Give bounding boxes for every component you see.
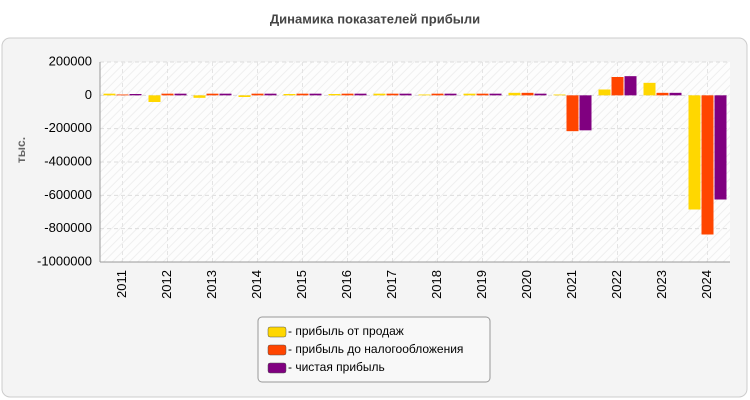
x-tick-label: 2024: [699, 270, 714, 299]
bar: [103, 93, 116, 96]
bar: [489, 93, 502, 96]
y-tick-label: 0: [85, 87, 92, 102]
bar: [643, 82, 656, 96]
y-axis-label: тыс.: [14, 137, 28, 163]
bar: [354, 93, 367, 96]
legend-swatch: [267, 362, 287, 374]
bar: [701, 95, 714, 235]
chart-title: Динамика показателей прибыли: [270, 11, 480, 26]
legend-swatch: [267, 344, 287, 356]
x-tick-label: 2011: [114, 270, 129, 298]
bar: [238, 95, 251, 97]
bar: [206, 93, 219, 96]
x-tick-label: 2016: [339, 270, 354, 299]
legend-swatch: [267, 326, 287, 338]
bar: [431, 93, 444, 96]
bar: [553, 94, 566, 96]
bar: [174, 93, 187, 96]
x-tick-label: 2012: [159, 270, 174, 299]
x-tick-label: 2019: [474, 270, 489, 299]
bar: [444, 93, 457, 96]
y-tick-label: -800000: [44, 220, 92, 235]
y-tick-label: -400000: [44, 153, 92, 168]
bar: [463, 93, 476, 96]
bar: [688, 95, 701, 210]
bar: [476, 93, 489, 96]
bar: [579, 95, 592, 131]
bar: [386, 93, 399, 96]
bar: [264, 93, 277, 96]
x-tick-label: 2017: [384, 270, 399, 299]
x-tick-label: 2018: [429, 270, 444, 299]
legend-label: - прибыль от продаж: [288, 324, 404, 338]
x-tick-label: 2013: [204, 270, 219, 299]
x-tick-label: 2021: [564, 270, 579, 299]
y-tick-label: -1000000: [37, 253, 92, 268]
bar: [309, 93, 322, 96]
bar: [219, 93, 232, 96]
legend-label: - прибыль до налогообложения: [288, 342, 463, 356]
bar: [714, 95, 727, 200]
bar: [328, 94, 341, 96]
y-tick-label: -200000: [44, 120, 92, 135]
x-tick-label: 2014: [249, 270, 264, 299]
bar: [534, 93, 547, 96]
bar: [521, 92, 534, 96]
bar: [656, 92, 669, 96]
bar: [116, 94, 129, 96]
bar: [373, 93, 386, 96]
legend-label: - чистая прибыль: [288, 360, 385, 374]
bar: [161, 93, 174, 96]
bar: [566, 95, 579, 132]
x-tick-label: 2023: [654, 270, 669, 299]
bar: [508, 92, 521, 96]
legend: [257, 316, 491, 383]
bar: [341, 93, 354, 96]
bar: [598, 89, 611, 96]
y-tick-label: -600000: [44, 187, 92, 202]
bar: [624, 76, 637, 96]
bar: [148, 95, 161, 102]
bar: [296, 93, 309, 96]
x-tick-label: 2022: [609, 270, 624, 299]
bar: [129, 94, 142, 96]
y-tick-label: 200000: [49, 53, 92, 68]
bar: [669, 92, 682, 96]
bar: [251, 93, 264, 96]
bar: [418, 94, 431, 96]
bar: [399, 93, 412, 96]
x-tick-label: 2020: [519, 270, 534, 299]
bar: [193, 95, 206, 98]
bar: [283, 94, 296, 96]
x-tick-label: 2015: [294, 270, 309, 299]
bar: [611, 77, 624, 96]
